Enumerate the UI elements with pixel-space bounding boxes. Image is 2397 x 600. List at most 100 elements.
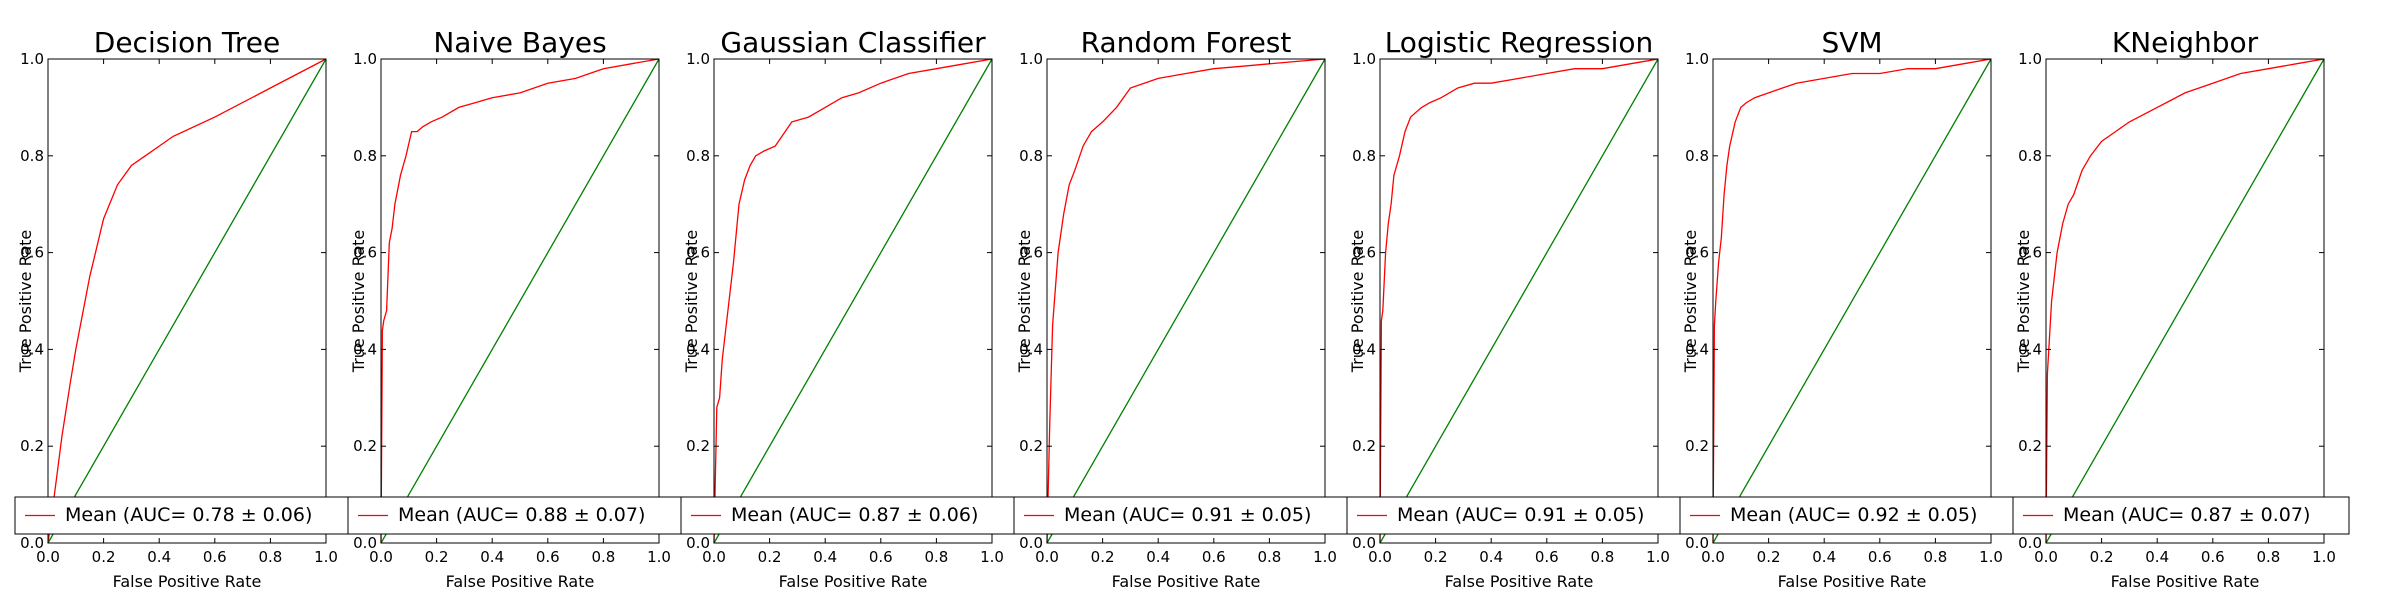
x-tick-label: 1.0 — [1979, 548, 2003, 566]
y-tick-label: 0.6 — [1685, 244, 1709, 262]
plot-frame — [1046, 58, 1326, 544]
y-axis-label: True Positive Rate — [349, 230, 368, 374]
x-tick-label: 0.0 — [1035, 548, 1059, 566]
y-tick-label: 0.6 — [1352, 244, 1376, 262]
plot-frame — [713, 58, 993, 544]
x-tick-label: 0.4 — [147, 548, 171, 566]
x-tick-label: 0.6 — [869, 548, 893, 566]
x-tick-label: 1.0 — [647, 548, 671, 566]
y-tick-label: 0.2 — [353, 437, 377, 455]
legend-box — [2012, 496, 2350, 535]
x-tick-label: 0.8 — [1923, 548, 1947, 566]
plot-frame — [380, 58, 660, 544]
y-tick-label: 0.4 — [1685, 340, 1709, 358]
legend: Mean (AUC= 0.91 ± 0.05) — [1346, 496, 1684, 535]
y-tick-label: 0.2 — [686, 437, 710, 455]
chart-panel-7: 0.0 0.2 0.4 0.6 0.8 1.0 0.0 0.2 0.4 0.6 0.8 1.0 KNei… — [2012, 26, 2350, 591]
y-tick-label: 0.6 — [20, 244, 44, 262]
x-tick-label: 0.6 — [1202, 548, 1226, 566]
x-tick-label: 0.2 — [92, 548, 116, 566]
x-tick-label: 1.0 — [980, 548, 1004, 566]
x-tick-label: 0.4 — [1146, 548, 1170, 566]
x-axis-label: False Positive Rate — [1778, 572, 1927, 591]
x-tick-label: 0.4 — [2145, 548, 2169, 566]
chart-title: Naive Bayes — [433, 26, 606, 59]
y-tick-label: 0.0 — [2018, 534, 2042, 552]
x-tick-label: 1.0 — [2312, 548, 2336, 566]
roc-curve-line — [47, 58, 327, 544]
x-tick-label: 0.0 — [369, 548, 393, 566]
chart-panel-1: 0.0 0.2 0.4 0.6 0.8 1.0 0.0 0.2 0.4 0.6 0.8 1.0 Deci… — [14, 26, 352, 591]
x-tick-label: 0.0 — [702, 548, 726, 566]
y-tick-label: 0.8 — [20, 147, 44, 165]
legend: Mean (AUC= 0.91 ± 0.05) — [1013, 496, 1351, 535]
y-tick-label: 0.2 — [20, 437, 44, 455]
y-tick-label: 0.6 — [2018, 244, 2042, 262]
x-tick-label: 1.0 — [1313, 548, 1337, 566]
y-axis-label: True Positive Rate — [2014, 230, 2033, 374]
x-axis-label: False Positive Rate — [779, 572, 928, 591]
legend-entry-label: Mean (AUC= 0.92 ± 0.05) — [1730, 504, 1977, 526]
y-tick-label: 1.0 — [2018, 50, 2042, 68]
y-tick-label: 0.4 — [353, 340, 377, 358]
plot-frame — [47, 58, 327, 544]
y-tick-label: 1.0 — [353, 50, 377, 68]
x-tick-label: 0.2 — [1757, 548, 1781, 566]
y-tick-label: 0.8 — [1019, 147, 1043, 165]
x-axis-label: False Positive Rate — [1112, 572, 1261, 591]
y-tick-label: 0.2 — [2018, 437, 2042, 455]
chart-title: Logistic Regression — [1385, 26, 1654, 59]
x-tick-label: 1.0 — [1646, 548, 1670, 566]
x-tick-label: 0.0 — [1701, 548, 1725, 566]
y-tick-label: 1.0 — [686, 50, 710, 68]
chart-title: Decision Tree — [94, 26, 280, 59]
legend: Mean (AUC= 0.88 ± 0.07) — [347, 496, 685, 535]
y-tick-label: 1.0 — [20, 50, 44, 68]
chart-panel-2: 0.0 0.2 0.4 0.6 0.8 1.0 0.0 0.2 0.4 0.6 0.8 1.0 Naiv… — [347, 26, 685, 591]
roc-curve-line — [1379, 58, 1659, 544]
y-tick-label: 0.2 — [1685, 437, 1709, 455]
x-tick-label: 0.8 — [1590, 548, 1614, 566]
y-tick-label: 1.0 — [1019, 50, 1043, 68]
x-tick-label: 0.2 — [1424, 548, 1448, 566]
legend-box — [347, 496, 685, 535]
y-tick-label: 0.6 — [353, 244, 377, 262]
y-axis-label: True Positive Rate — [1348, 230, 1367, 374]
legend-entry-label: Mean (AUC= 0.91 ± 0.05) — [1064, 504, 1311, 526]
y-tick-label: 0.8 — [1685, 147, 1709, 165]
x-axis-label: False Positive Rate — [113, 572, 262, 591]
y-tick-label: 0.0 — [686, 534, 710, 552]
chance-diagonal-line — [1046, 58, 1326, 544]
x-tick-label: 1.0 — [314, 548, 338, 566]
legend-entry-label: Mean (AUC= 0.78 ± 0.06) — [65, 504, 312, 526]
x-tick-label: 0.0 — [2034, 548, 2058, 566]
x-tick-label: 0.2 — [758, 548, 782, 566]
y-tick-label: 0.8 — [686, 147, 710, 165]
y-tick-label: 0.4 — [20, 340, 44, 358]
legend-box — [1346, 496, 1684, 535]
x-axis-label: False Positive Rate — [446, 572, 595, 591]
chart-title: KNeighbor — [2112, 26, 2259, 59]
y-tick-label: 0.6 — [686, 244, 710, 262]
y-tick-label: 0.4 — [2018, 340, 2042, 358]
x-axis-label: False Positive Rate — [1445, 572, 1594, 591]
y-axis-label: True Positive Rate — [682, 230, 701, 374]
x-tick-label: 0.0 — [36, 548, 60, 566]
y-tick-label: 0.2 — [1352, 437, 1376, 455]
x-tick-label: 0.4 — [813, 548, 837, 566]
chart-title: Gaussian Classifier — [720, 26, 986, 59]
x-tick-label: 0.6 — [2201, 548, 2225, 566]
roc-curve-line — [380, 58, 660, 544]
chart-title: SVM — [1821, 26, 1882, 59]
x-tick-label: 0.8 — [2256, 548, 2280, 566]
legend-entry-label: Mean (AUC= 0.87 ± 0.06) — [731, 504, 978, 526]
chart-panel-6: 0.0 0.2 0.4 0.6 0.8 1.0 0.0 0.2 0.4 0.6 0.8 1.0 SVM F… — [1679, 26, 2017, 591]
x-tick-label: 0.4 — [1812, 548, 1836, 566]
plot-frame — [2045, 58, 2325, 544]
legend-entry-label: Mean (AUC= 0.91 ± 0.05) — [1397, 504, 1644, 526]
roc-curve-line — [1046, 58, 1326, 544]
x-tick-label: 0.6 — [536, 548, 560, 566]
chance-diagonal-line — [47, 58, 327, 544]
legend-box — [1013, 496, 1351, 535]
roc-curve-line — [1712, 58, 1992, 544]
